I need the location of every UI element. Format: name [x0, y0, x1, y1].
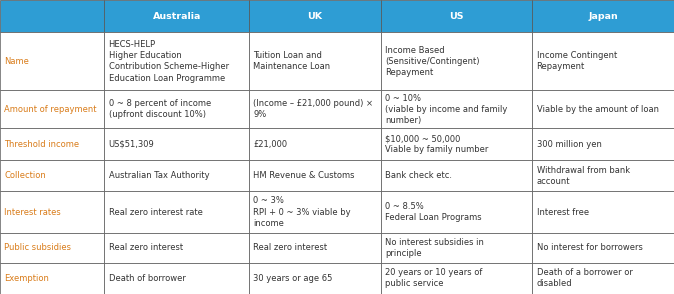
Bar	[381, 128, 532, 160]
Bar	[249, 191, 381, 233]
Text: Exemption: Exemption	[4, 274, 49, 283]
Bar	[0, 32, 104, 90]
Text: HECS-HELP
Higher Education
Contribution Scheme-Higher
Education Loan Programme: HECS-HELP Higher Education Contribution …	[109, 40, 228, 83]
Bar	[532, 233, 674, 263]
Bar	[381, 0, 532, 32]
Text: Public subsidies: Public subsidies	[4, 243, 71, 252]
Text: 0 ~ 10%
(viable by income and family
number): 0 ~ 10% (viable by income and family num…	[385, 94, 508, 125]
Bar	[249, 90, 381, 128]
Bar	[532, 263, 674, 294]
Bar	[0, 233, 104, 263]
Text: Real zero interest rate: Real zero interest rate	[109, 208, 202, 217]
Text: 30 years or age 65: 30 years or age 65	[253, 274, 333, 283]
Bar	[104, 233, 249, 263]
Bar	[0, 191, 104, 233]
Bar	[532, 0, 674, 32]
Text: US: US	[450, 12, 464, 21]
Bar	[0, 263, 104, 294]
Text: Death of a borrower or
disabled: Death of a borrower or disabled	[537, 268, 632, 288]
Bar	[0, 90, 104, 128]
Text: Income Contingent
Repayment: Income Contingent Repayment	[537, 51, 617, 71]
Text: Bank check etc.: Bank check etc.	[385, 171, 452, 180]
Bar	[532, 160, 674, 191]
Text: Real zero interest: Real zero interest	[253, 243, 328, 252]
Bar	[0, 160, 104, 191]
Text: Australia: Australia	[153, 12, 201, 21]
Bar	[249, 160, 381, 191]
Text: Collection: Collection	[4, 171, 46, 180]
Text: £21,000: £21,000	[253, 140, 288, 149]
Text: Australian Tax Authority: Australian Tax Authority	[109, 171, 209, 180]
Text: No interest subsidies in
principle: No interest subsidies in principle	[385, 238, 484, 258]
Text: 0 ~ 3%
RPI + 0 ~ 3% viable by
income: 0 ~ 3% RPI + 0 ~ 3% viable by income	[253, 196, 351, 228]
Text: Income Based
(Sensitive/Contingent)
Repayment: Income Based (Sensitive/Contingent) Repa…	[385, 46, 479, 77]
Bar	[532, 191, 674, 233]
Bar	[381, 191, 532, 233]
Text: Interest free: Interest free	[537, 208, 588, 217]
Bar	[249, 32, 381, 90]
Text: No interest for borrowers: No interest for borrowers	[537, 243, 642, 252]
Bar	[104, 32, 249, 90]
Bar	[249, 128, 381, 160]
Bar	[381, 233, 532, 263]
Bar	[532, 32, 674, 90]
Bar	[381, 263, 532, 294]
Text: (Income – £21,000 pound) ×
9%: (Income – £21,000 pound) × 9%	[253, 99, 373, 119]
Bar	[381, 160, 532, 191]
Bar	[249, 0, 381, 32]
Text: US$51,309: US$51,309	[109, 140, 154, 149]
Bar	[249, 263, 381, 294]
Text: Name: Name	[4, 57, 29, 66]
Text: Real zero interest: Real zero interest	[109, 243, 183, 252]
Bar	[104, 128, 249, 160]
Text: Death of borrower: Death of borrower	[109, 274, 185, 283]
Text: Japan: Japan	[588, 12, 618, 21]
Text: Interest rates: Interest rates	[4, 208, 61, 217]
Text: Viable by the amount of loan: Viable by the amount of loan	[537, 105, 658, 114]
Text: Withdrawal from bank
account: Withdrawal from bank account	[537, 166, 630, 186]
Text: 0 ~ 8.5%
Federal Loan Programs: 0 ~ 8.5% Federal Loan Programs	[385, 202, 481, 222]
Text: 20 years or 10 years of
public service: 20 years or 10 years of public service	[385, 268, 482, 288]
Bar	[104, 160, 249, 191]
Text: Threshold income: Threshold income	[4, 140, 79, 149]
Bar	[104, 191, 249, 233]
Bar	[381, 90, 532, 128]
Bar	[104, 90, 249, 128]
Text: 300 million yen: 300 million yen	[537, 140, 601, 149]
Text: HM Revenue & Customs: HM Revenue & Customs	[253, 171, 355, 180]
Text: Tuition Loan and
Maintenance Loan: Tuition Loan and Maintenance Loan	[253, 51, 330, 71]
Bar	[104, 263, 249, 294]
Text: $10,000 ~ 50,000
Viable by family number: $10,000 ~ 50,000 Viable by family number	[385, 134, 488, 154]
Text: UK: UK	[307, 12, 323, 21]
Bar	[532, 128, 674, 160]
Bar	[532, 90, 674, 128]
Bar	[249, 233, 381, 263]
Bar	[0, 0, 104, 32]
Bar	[0, 128, 104, 160]
Text: Amount of repayment: Amount of repayment	[4, 105, 96, 114]
Bar	[104, 0, 249, 32]
Bar	[381, 32, 532, 90]
Text: 0 ~ 8 percent of income
(upfront discount 10%): 0 ~ 8 percent of income (upfront discoun…	[109, 99, 211, 119]
